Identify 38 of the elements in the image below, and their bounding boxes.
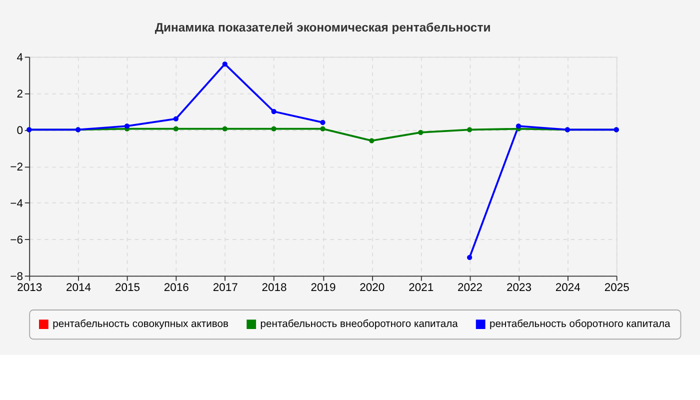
point: [516, 124, 522, 129]
y-tick-label: 2: [16, 88, 24, 100]
point: [418, 130, 424, 136]
point: [466, 127, 472, 132]
point: [271, 126, 276, 132]
x-tick-label: 2019: [310, 282, 336, 294]
y-tick-label: −6: [10, 234, 24, 246]
x-tick-label: 2014: [66, 282, 92, 294]
y-tick-label: −4: [10, 198, 24, 210]
x-tick-label: 2021: [408, 282, 434, 294]
x-tick-label: 2022: [458, 282, 483, 294]
point: [222, 61, 228, 67]
x-tick-label: 2018: [262, 282, 287, 294]
y-tick-label: −8: [10, 270, 24, 283]
point: [222, 126, 228, 132]
y-tick-label: 4: [16, 52, 24, 64]
point: [173, 126, 179, 132]
x-tick-label: 2025: [604, 282, 630, 294]
x-tick-label: 2024: [555, 282, 580, 294]
point: [320, 120, 326, 126]
legend-label: рентабельность внеоборотного капитала: [260, 319, 458, 330]
x-tick-label: 2013: [17, 282, 42, 294]
x-tick-label: 2020: [360, 282, 385, 294]
legend-label: рентабельность совокупных активов: [52, 319, 230, 330]
x-tick-label: 2016: [164, 282, 189, 294]
y-tick-label: −2: [10, 161, 24, 174]
point: [271, 108, 276, 114]
point: [369, 138, 374, 144]
chart-title: Динамика показателей экономическая рентабельности: [154, 20, 491, 34]
x-tick-label: 2023: [506, 282, 532, 294]
legend-label: рентабельность оборотного капитала: [490, 319, 671, 330]
point: [320, 126, 326, 132]
point: [466, 254, 472, 260]
point: [173, 116, 179, 122]
point: [124, 124, 130, 129]
x-tick-label: 2015: [114, 282, 140, 294]
x-tick-label: 2017: [212, 282, 238, 294]
y-tick-label: 0: [16, 124, 24, 137]
